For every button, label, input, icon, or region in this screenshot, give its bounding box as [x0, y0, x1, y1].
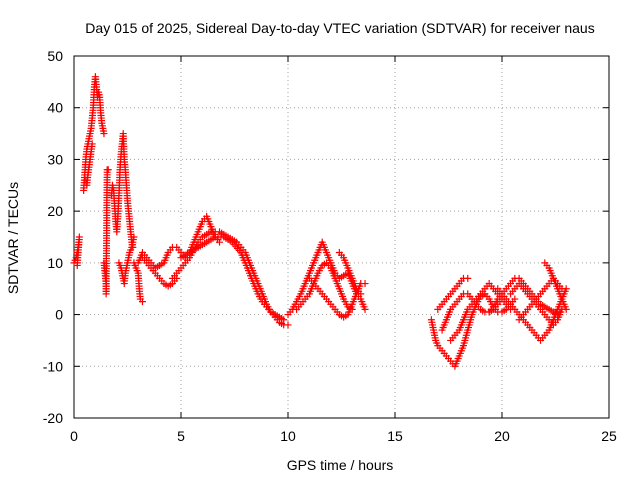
y-tick-label: 50	[47, 48, 63, 64]
data-point	[138, 298, 146, 306]
x-tick-label: 25	[601, 428, 617, 444]
data-point	[216, 238, 224, 246]
chart-title: Day 015 of 2025, Sidereal Day-to-day VTE…	[85, 20, 594, 36]
data-point	[464, 274, 472, 282]
data-point	[280, 316, 288, 324]
y-tick-label: 40	[47, 100, 63, 116]
y-tick-label: -10	[43, 358, 63, 374]
x-tick-label: 5	[177, 428, 185, 444]
axis-ticks: 0 5 10 15 20 25 -20 -10 0 10 20 30 40 50	[43, 48, 617, 444]
x-tick-label: 0	[70, 428, 78, 444]
data-point	[357, 290, 365, 298]
y-tick-label: -20	[43, 410, 63, 426]
data-point	[104, 166, 112, 174]
grid	[74, 56, 609, 418]
y-tick-label: 10	[47, 255, 63, 271]
data-point	[88, 140, 96, 148]
data-point	[562, 305, 570, 313]
y-tick-label: 20	[47, 203, 63, 219]
x-tick-label: 20	[494, 428, 510, 444]
data-marks	[70, 73, 570, 370]
data-point	[284, 321, 292, 329]
y-axis-label: SDTVAR / TECUs	[5, 182, 21, 294]
y-tick-label: 30	[47, 151, 63, 167]
data-point	[361, 280, 369, 288]
y-tick-label: 0	[55, 307, 63, 323]
data-point	[361, 305, 369, 313]
plot-frame	[73, 55, 610, 419]
data-point	[130, 233, 138, 241]
x-tick-label: 10	[280, 428, 296, 444]
x-axis-label: GPS time / hours	[287, 457, 394, 473]
data-point	[73, 261, 81, 269]
data-point	[100, 130, 108, 138]
data-point	[511, 295, 519, 303]
x-tick-label: 15	[387, 428, 403, 444]
